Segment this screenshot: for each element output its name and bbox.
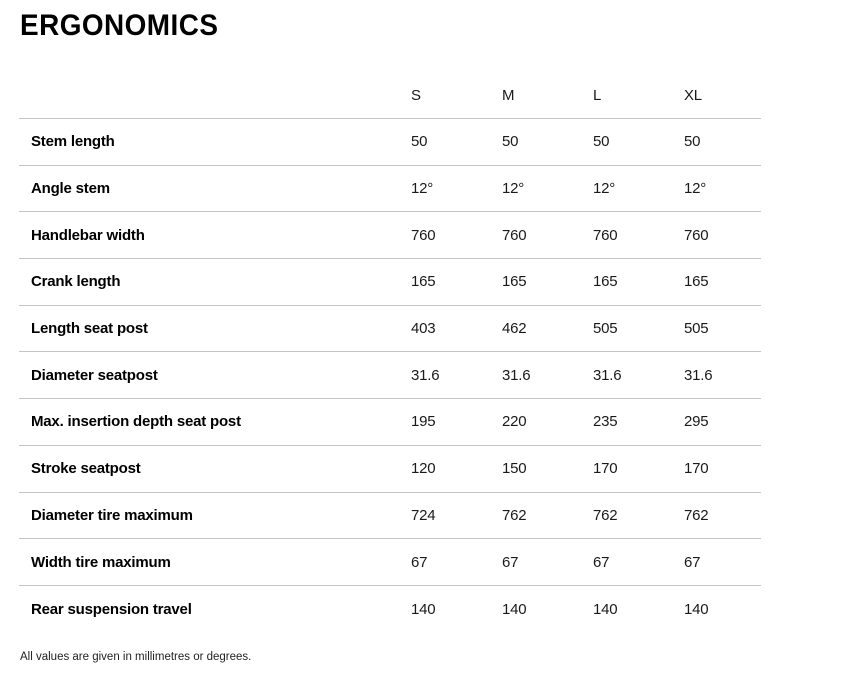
cell-value-l: 170 — [593, 460, 618, 478]
cell-value-l: 760 — [593, 226, 618, 244]
cell-value-m: 762 — [502, 506, 527, 524]
row-label: Angle stem — [31, 180, 110, 198]
cell-value-l: 762 — [593, 506, 618, 524]
column-header-l: L — [593, 87, 602, 104]
cell-value-s: 31.6 — [411, 366, 440, 384]
table-row: Length seat post 403 462 505 505 — [19, 306, 761, 353]
cell-value-l: 140 — [593, 600, 618, 618]
cell-value-s: 120 — [411, 460, 436, 478]
cell-value-s: 67 — [411, 553, 428, 571]
row-label: Handlebar width — [31, 226, 145, 244]
table-row: Stem length 50 50 50 50 — [19, 119, 761, 166]
cell-value-m: 462 — [502, 320, 527, 338]
cell-value-s: 50 — [411, 133, 428, 151]
cell-value-m: 140 — [502, 600, 527, 618]
cell-value-m: 760 — [502, 226, 527, 244]
cell-value-s: 165 — [411, 273, 436, 291]
column-header-s: S — [411, 87, 421, 104]
cell-value-m: 12° — [502, 180, 525, 198]
cell-value-xl: 31.6 — [684, 366, 713, 384]
cell-value-xl: 505 — [684, 320, 709, 338]
cell-value-s: 140 — [411, 600, 436, 618]
cell-value-xl: 762 — [684, 506, 709, 524]
cell-value-xl: 295 — [684, 413, 709, 431]
cell-value-l: 505 — [593, 320, 618, 338]
column-header-m: M — [502, 87, 515, 104]
row-label: Diameter seatpost — [31, 366, 158, 384]
cell-value-l: 12° — [593, 180, 616, 198]
row-label: Diameter tire maximum — [31, 506, 193, 524]
table-row: Stroke seatpost 120 150 170 170 — [19, 446, 761, 493]
table-header-row: S M L XL — [19, 73, 761, 119]
cell-value-xl: 760 — [684, 226, 709, 244]
row-label: Stem length — [31, 133, 115, 151]
cell-value-s: 760 — [411, 226, 436, 244]
cell-value-l: 50 — [593, 133, 610, 151]
cell-value-xl: 165 — [684, 273, 709, 291]
table-row: Angle stem 12° 12° 12° 12° — [19, 166, 761, 213]
table-row: Diameter seatpost 31.6 31.6 31.6 31.6 — [19, 352, 761, 400]
table-row: Rear suspension travel 140 140 140 140 — [19, 586, 761, 633]
cell-value-l: 165 — [593, 273, 618, 291]
table-row: Crank length 165 165 165 165 — [19, 259, 761, 306]
cell-value-m: 165 — [502, 273, 527, 291]
cell-value-s: 403 — [411, 320, 436, 338]
table-row: Diameter tire maximum 724 762 762 762 — [19, 493, 761, 540]
row-label: Length seat post — [31, 320, 148, 338]
cell-value-xl: 140 — [684, 600, 709, 618]
cell-value-xl: 12° — [684, 180, 707, 198]
row-label: Stroke seatpost — [31, 460, 141, 478]
page-title: ERGONOMICS — [20, 9, 219, 42]
row-label: Rear suspension travel — [31, 600, 192, 618]
cell-value-s: 724 — [411, 506, 436, 524]
table-row: Max. insertion depth seat post 195 220 2… — [19, 399, 761, 446]
cell-value-m: 150 — [502, 460, 527, 478]
cell-value-xl: 50 — [684, 133, 701, 151]
table-row: Width tire maximum 67 67 67 67 — [19, 539, 761, 586]
table-row: Handlebar width 760 760 760 760 — [19, 212, 761, 260]
table-body: Stem length 50 50 50 50 Angle stem 12° 1… — [19, 119, 761, 633]
cell-value-m: 220 — [502, 413, 527, 431]
cell-value-xl: 170 — [684, 460, 709, 478]
cell-value-s: 12° — [411, 180, 434, 198]
cell-value-xl: 67 — [684, 553, 701, 571]
cell-value-s: 195 — [411, 413, 436, 431]
row-label: Width tire maximum — [31, 553, 171, 571]
row-label: Crank length — [31, 273, 121, 291]
ergonomics-table: S M L XL Stem length 50 50 50 50 Angle s… — [19, 73, 761, 633]
cell-value-l: 31.6 — [593, 366, 622, 384]
cell-value-m: 50 — [502, 133, 519, 151]
row-label: Max. insertion depth seat post — [31, 413, 241, 431]
cell-value-m: 31.6 — [502, 366, 531, 384]
footnote: All values are given in millimetres or d… — [20, 651, 252, 663]
cell-value-m: 67 — [502, 553, 519, 571]
column-header-xl: XL — [684, 87, 702, 104]
cell-value-l: 67 — [593, 553, 610, 571]
cell-value-l: 235 — [593, 413, 618, 431]
